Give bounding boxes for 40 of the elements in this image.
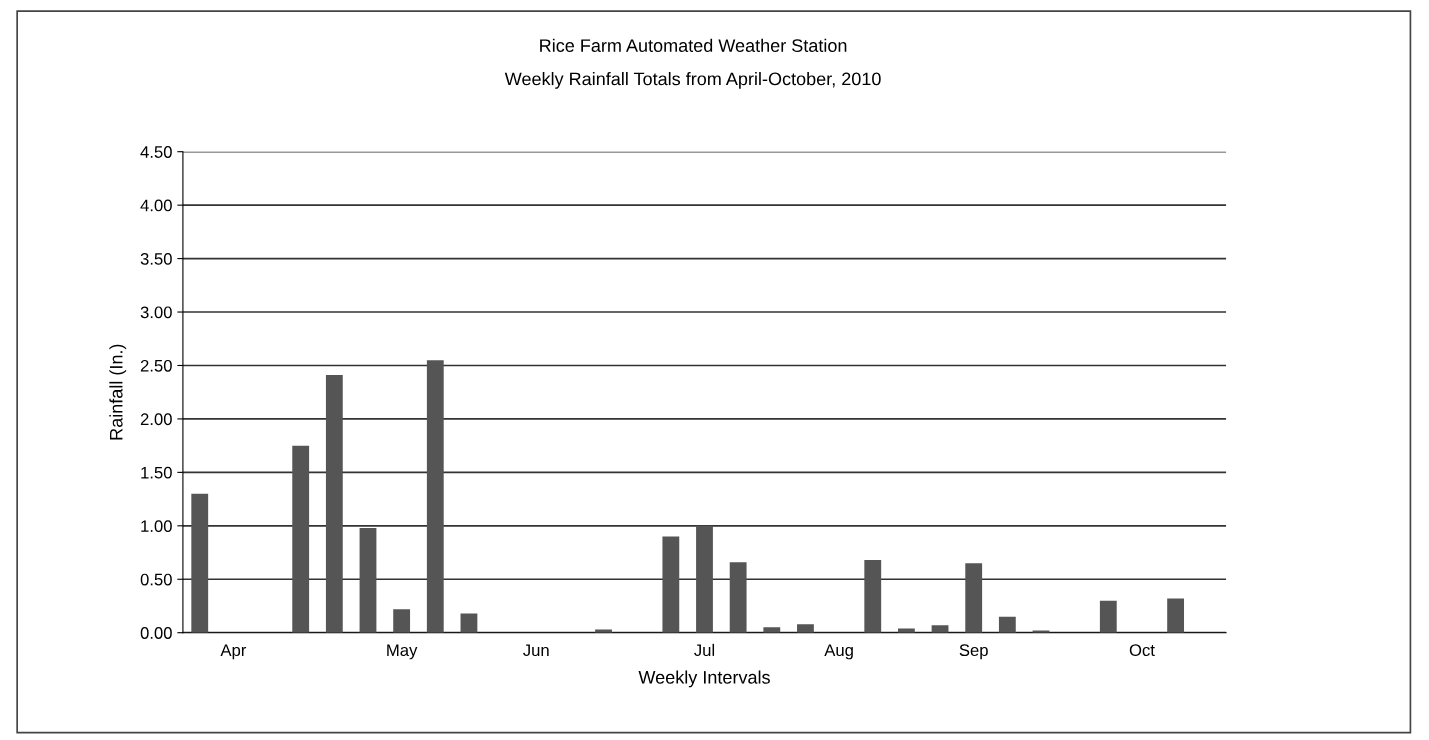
bar	[998, 616, 1016, 633]
chart-subtitle: Weekly Rainfall Totals from April-October, 2010	[504, 72, 881, 89]
bar	[426, 360, 444, 633]
y-axis-title: Rainfall (In.)	[109, 344, 127, 440]
bar	[864, 560, 882, 633]
bar	[696, 525, 713, 633]
y-tick-label: 3.00	[140, 306, 172, 319]
bar	[965, 563, 983, 633]
bar	[325, 375, 343, 633]
x-tick-label: Oct	[1129, 644, 1155, 657]
x-axis-title: Weekly Intervals	[638, 670, 770, 688]
bar	[662, 536, 680, 633]
x-tick-label: May	[387, 644, 418, 660]
x-tick-label: Jun	[523, 644, 549, 657]
y-tick-label: 2.50	[140, 359, 172, 372]
bar	[897, 628, 915, 633]
bar	[359, 527, 377, 633]
chart-title: Rice Farm Automated Weather Station	[540, 38, 847, 52]
bar	[595, 629, 612, 633]
bar	[797, 624, 814, 633]
y-tick-label: 4.00	[140, 199, 172, 212]
bar	[763, 627, 781, 633]
bar	[292, 445, 310, 633]
bar	[393, 609, 411, 633]
y-tick-label: 4.50	[140, 146, 172, 158]
x-tick-label: Sep	[959, 644, 988, 660]
bar	[460, 613, 478, 633]
bar	[1167, 598, 1185, 633]
y-tick-label: 1.50	[141, 466, 172, 479]
x-tick-label: Jul	[694, 643, 715, 657]
bar	[1099, 600, 1117, 633]
y-tick-label: 0.00	[140, 627, 172, 639]
y-tick-label: 1.00	[141, 520, 172, 533]
bar	[729, 562, 747, 633]
y-tick-label: 0.50	[140, 573, 172, 586]
y-tick-label: 3.50	[140, 252, 172, 265]
bar	[191, 493, 209, 633]
y-tick-label: 2.00	[140, 413, 172, 426]
x-tick-label: Apr	[220, 644, 247, 660]
x-tick-label: Aug	[824, 644, 853, 660]
